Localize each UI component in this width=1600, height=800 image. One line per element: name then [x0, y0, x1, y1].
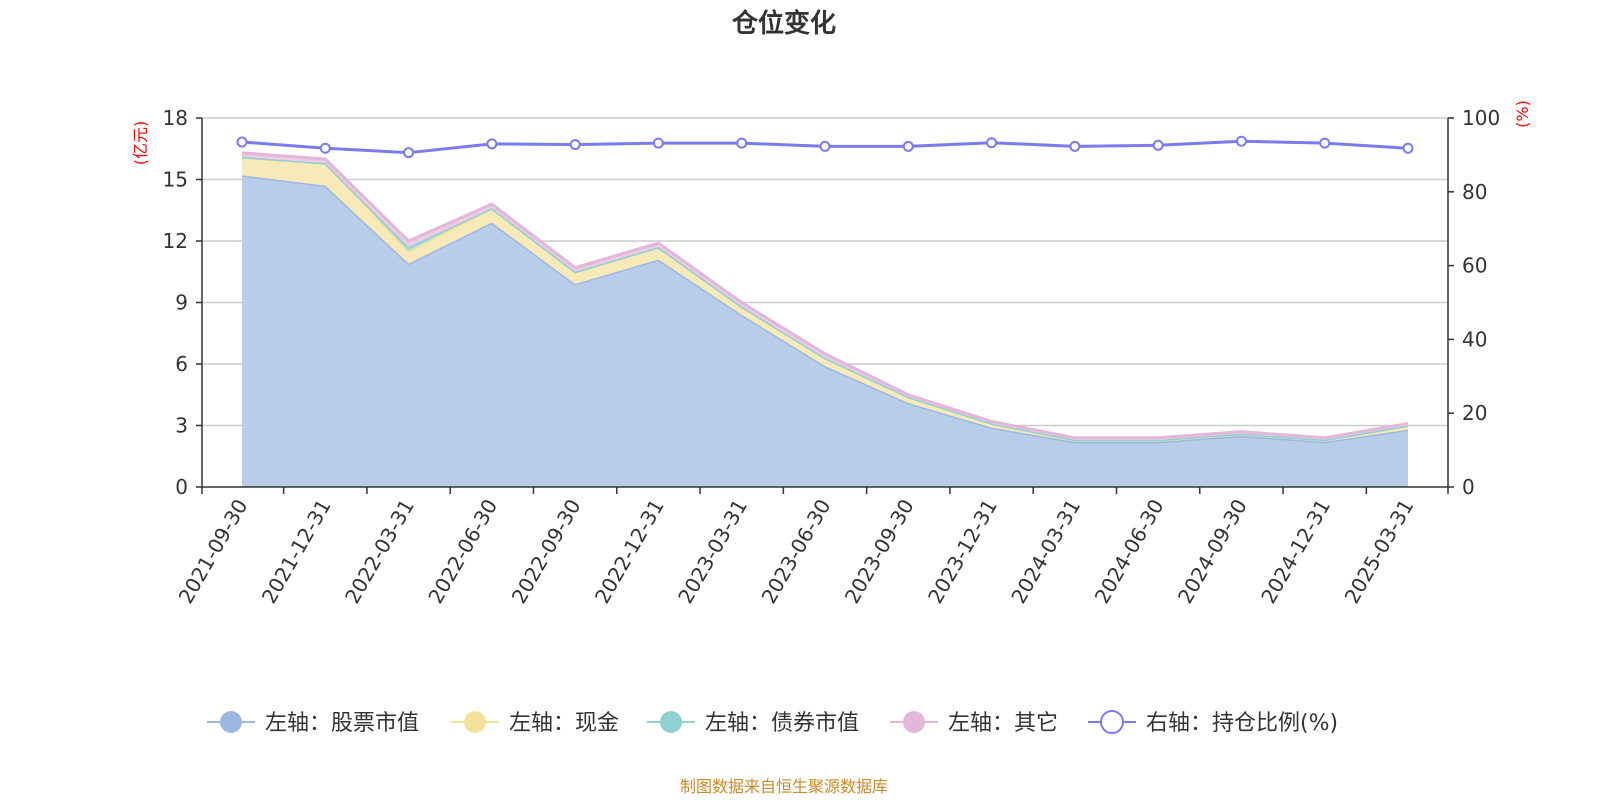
- y-left-tick-label: 15: [163, 168, 188, 192]
- x-tick-label: 2023-09-30: [840, 495, 919, 608]
- legend-label: 左轴：其它: [948, 711, 1058, 736]
- y-right-axis-label: (%): [1513, 100, 1532, 128]
- legend-label: 右轴：持仓比例(%): [1146, 711, 1338, 736]
- ratio-point: [986, 137, 998, 149]
- ratio-point: [652, 137, 664, 149]
- legend-item-3[interactable]: 左轴：其它: [890, 711, 1058, 736]
- y-right-tick-label: 100: [1462, 106, 1500, 130]
- legend-marker: [660, 711, 682, 733]
- y-right-tick-label: 20: [1462, 401, 1487, 425]
- ratio-point: [819, 140, 831, 152]
- legend-marker: [220, 711, 242, 733]
- ratio-point: [403, 147, 415, 159]
- legend: 左轴：股票市值 左轴：现金 左轴：债券市值 左轴：其它 右轴：持仓比例(%): [207, 710, 1338, 736]
- y-left-tick-label: 3: [175, 414, 188, 438]
- x-tick-label: 2024-12-31: [1256, 495, 1335, 608]
- x-tick-label: 2025-03-31: [1339, 495, 1418, 608]
- ratio-point: [569, 139, 581, 151]
- y-left-tick-label: 9: [175, 291, 188, 315]
- ratio-point: [486, 138, 498, 150]
- x-tick-label: 2024-03-31: [1006, 495, 1085, 608]
- legend-item-4[interactable]: 右轴：持仓比例(%): [1088, 710, 1338, 736]
- x-tick-label: 2023-12-31: [923, 495, 1002, 608]
- ratio-point: [1235, 135, 1247, 147]
- line-layer: [236, 135, 1414, 159]
- x-tick-label: 2024-06-30: [1090, 495, 1169, 608]
- y-right-tick-label: 60: [1462, 254, 1487, 278]
- ratio-point: [902, 140, 914, 152]
- legend-label: 左轴：股票市值: [265, 711, 419, 736]
- legend-marker: [464, 711, 486, 733]
- ratio-point: [319, 142, 331, 154]
- y-right-tick-label: 80: [1462, 180, 1487, 204]
- y-left-axis-label: (亿元): [131, 121, 150, 166]
- ratio-point: [736, 137, 748, 149]
- area-layer: [241, 151, 1409, 487]
- x-tick-label: 2023-06-30: [756, 495, 835, 608]
- x-tick-label: 2022-03-31: [340, 495, 419, 608]
- y-left-tick-label: 12: [163, 229, 188, 253]
- area-edge-3: [241, 151, 1409, 440]
- y-right-tick-label: 40: [1462, 327, 1487, 351]
- legend-item-0[interactable]: 左轴：股票市值: [207, 711, 419, 736]
- x-tick-label: 2022-12-31: [590, 495, 669, 608]
- legend-marker: [903, 711, 925, 733]
- x-tick-label: 2022-06-30: [423, 495, 502, 608]
- x-tick-label: 2021-12-31: [257, 495, 336, 608]
- x-tick-label: 2023-03-31: [673, 495, 752, 608]
- chart-title: 仓位变化: [731, 8, 836, 39]
- legend-item-1[interactable]: 左轴：现金: [451, 711, 619, 736]
- x-tick-label: 2024-09-30: [1173, 495, 1252, 608]
- legend-label: 左轴：现金: [509, 711, 619, 736]
- x-tick-label: 2022-09-30: [507, 495, 586, 608]
- legend-marker: [1100, 710, 1124, 734]
- x-tick-label: 2021-09-30: [173, 495, 252, 608]
- ratio-point: [1319, 137, 1331, 149]
- y-left-tick-label: 18: [163, 106, 188, 130]
- ratio-point: [1152, 139, 1164, 151]
- y-right-tick-label: 0: [1462, 475, 1475, 499]
- y-left-tick-label: 0: [175, 475, 188, 499]
- ratio-point: [1069, 140, 1081, 152]
- area-0: [242, 175, 1408, 487]
- ratio-point: [1402, 142, 1414, 154]
- legend-label: 左轴：债券市值: [705, 711, 859, 736]
- y-left-tick-label: 6: [175, 352, 188, 376]
- legend-item-2[interactable]: 左轴：债券市值: [647, 711, 859, 736]
- data-source-note: 制图数据来自恒生聚源数据库: [680, 777, 888, 796]
- ratio-point: [236, 136, 248, 148]
